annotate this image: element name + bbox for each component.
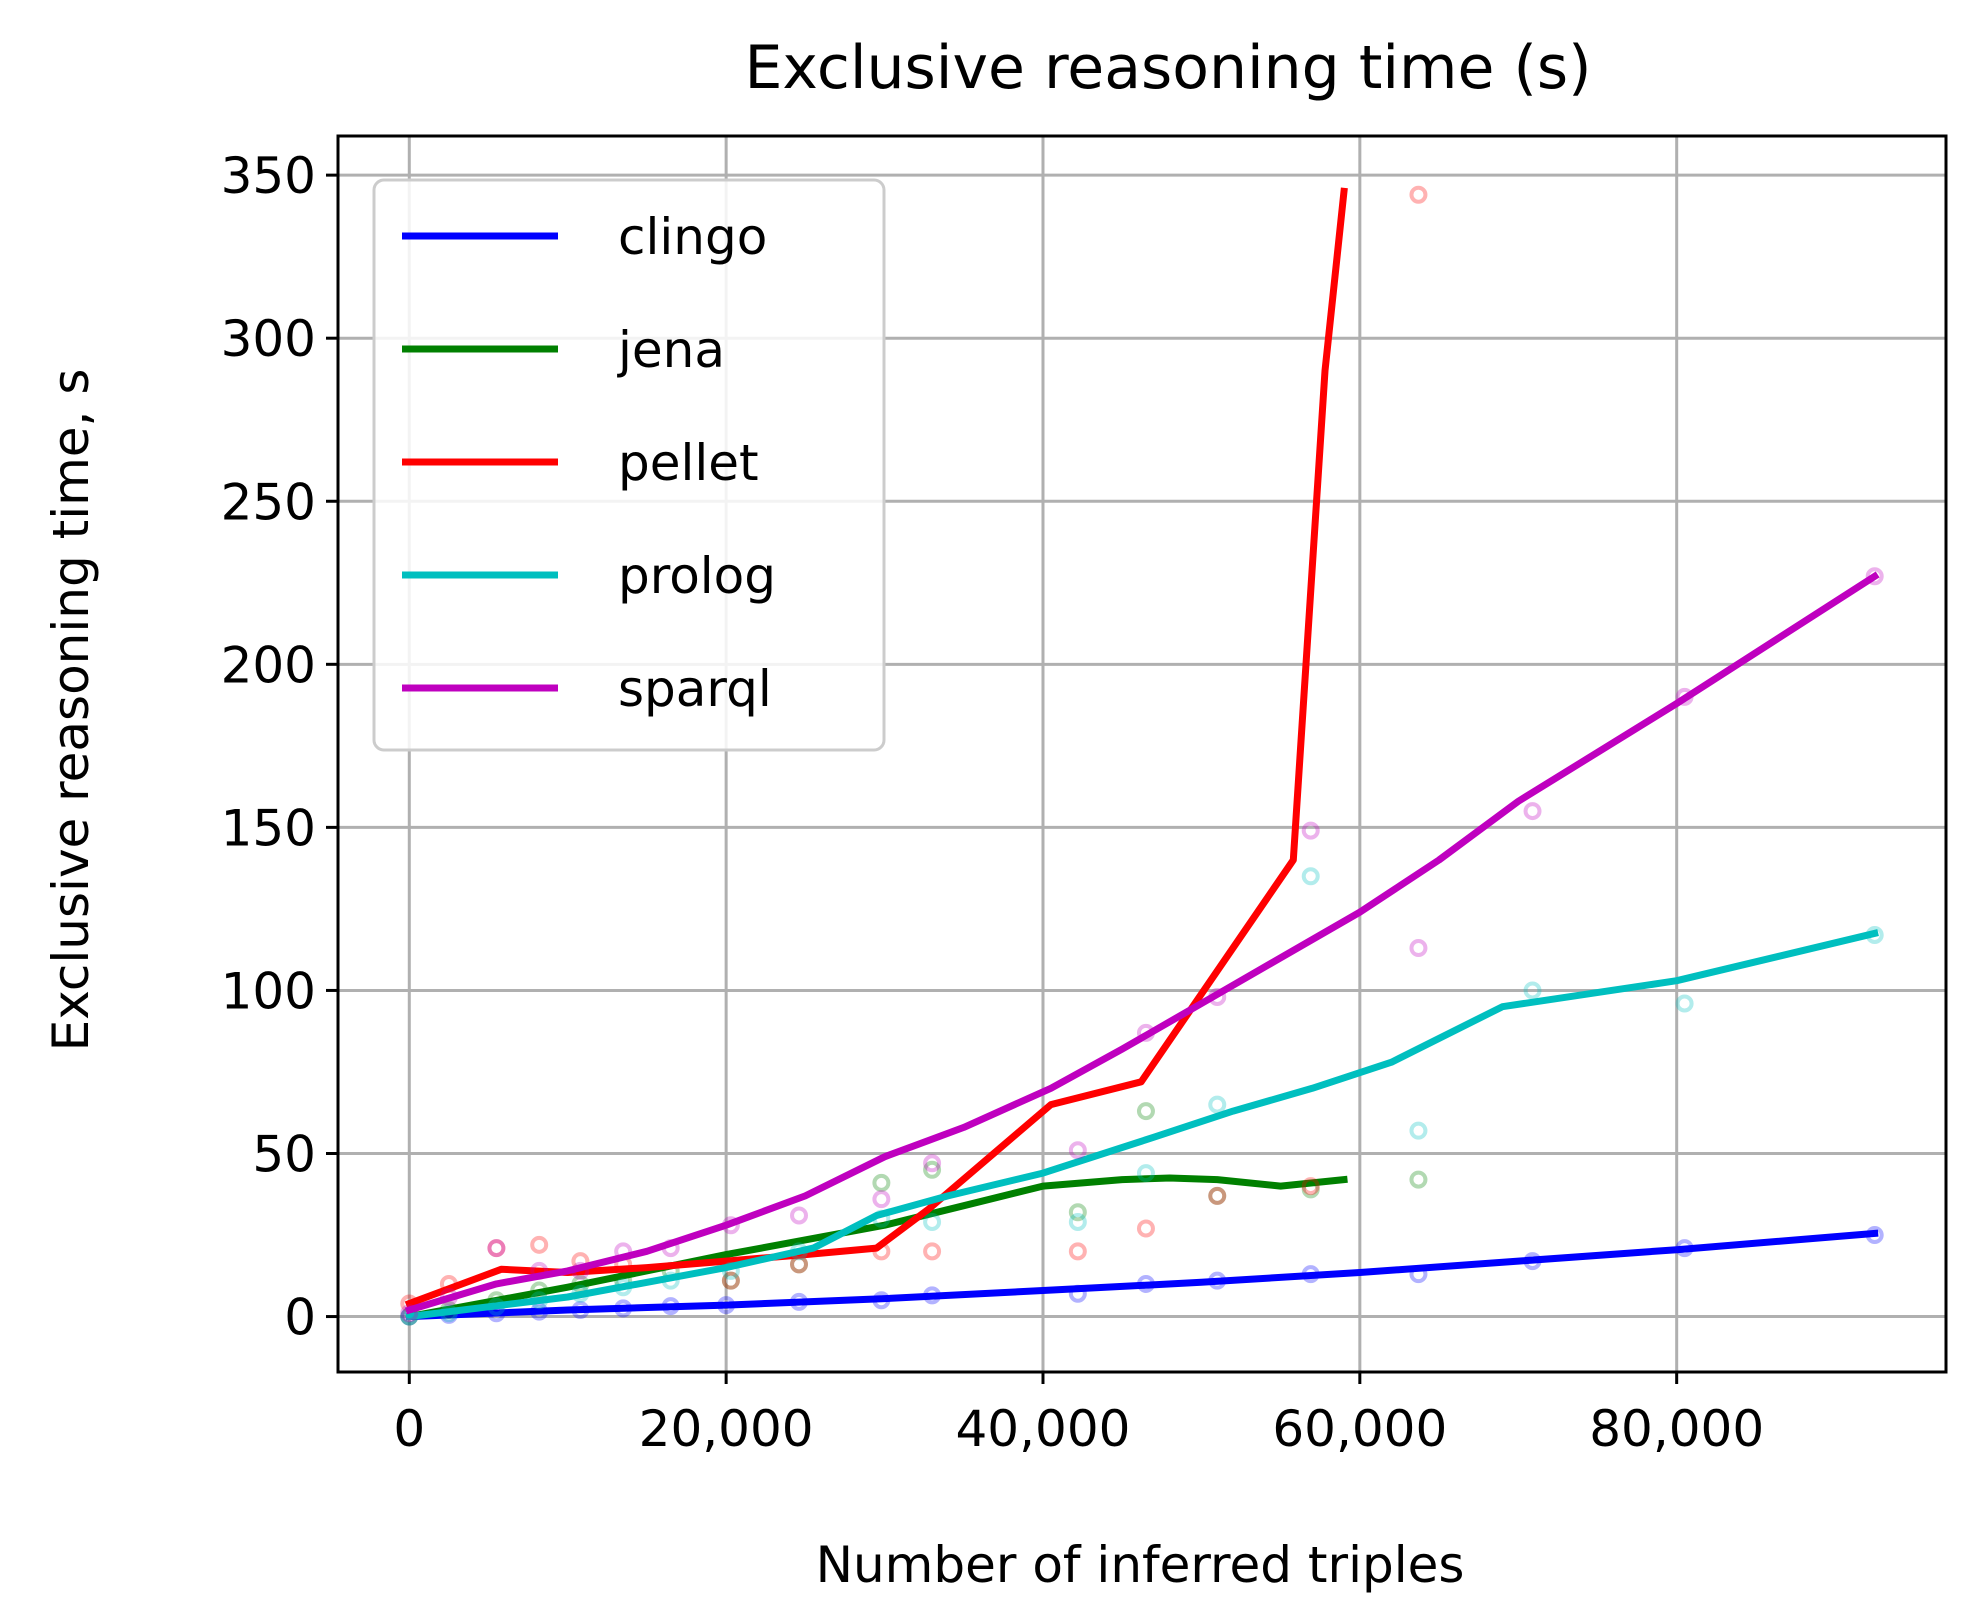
x-axis-label: Number of inferred triples [816, 1536, 1465, 1594]
data-point-jena [872, 1173, 891, 1192]
series-layer [400, 185, 1884, 1326]
data-point-prolog [1523, 981, 1542, 1000]
data-point-jena [721, 1271, 740, 1290]
x-tick-label: 60,000 [1272, 1400, 1447, 1458]
data-point-sparql [1865, 567, 1884, 586]
data-point-pellet [1409, 185, 1428, 204]
data-point-sparql [400, 1304, 419, 1323]
y-tick-label: 50 [252, 1125, 316, 1183]
y-tick-label: 0 [284, 1289, 316, 1347]
y-tick-label: 100 [221, 962, 316, 1020]
data-point-prolog [1068, 1212, 1087, 1231]
x-tick-label: 20,000 [639, 1400, 814, 1458]
y-axis: 0 50 100 150 200 250 300 350 [221, 147, 338, 1347]
data-point-pellet [487, 1239, 506, 1258]
data-point-sparql [487, 1239, 506, 1258]
x-tick-label: 80,000 [1589, 1400, 1764, 1458]
data-point-pellet [1068, 1242, 1087, 1261]
data-point-jena [1208, 1186, 1227, 1205]
y-tick-label: 200 [221, 636, 316, 694]
series-jena [400, 1102, 1428, 1326]
data-point-jena [923, 1160, 942, 1179]
legend-label-pellet: pellet [618, 434, 759, 492]
x-tick-label: 40,000 [956, 1400, 1131, 1458]
data-point-jena [1409, 1170, 1428, 1189]
data-point-pellet [1301, 1177, 1320, 1196]
data-point-pellet [721, 1271, 740, 1290]
x-axis: 0 20,000 40,000 60,000 80,000 [393, 1372, 1764, 1458]
data-point-prolog [1675, 994, 1694, 1013]
legend-label-jena: jena [617, 321, 725, 379]
data-point-sparql [1068, 1141, 1087, 1160]
plot-area-frame [336, 134, 1948, 1374]
series-line-prolog [405, 929, 1879, 1321]
data-point-sparql [1523, 802, 1542, 821]
legend-label-prolog: prolog [618, 547, 776, 605]
legend: clingo jena pellet prolog sparql [372, 178, 886, 752]
legend-label-clingo: clingo [618, 208, 767, 266]
data-point-pellet [923, 1242, 942, 1261]
legend-label-sparql: sparql [618, 660, 772, 718]
data-point-prolog [1301, 867, 1320, 886]
y-tick-label: 350 [221, 147, 316, 205]
series-sparql [400, 567, 1884, 1323]
data-point-sparql [790, 1206, 809, 1225]
data-point-pellet [1208, 1186, 1227, 1205]
y-axis-label: Exclusive reasoning time, s [42, 369, 100, 1052]
series-line-sparql [404, 571, 1880, 1315]
data-point-prolog [1409, 1121, 1428, 1140]
data-point-jena [1136, 1102, 1155, 1121]
data-point-pellet [530, 1235, 549, 1254]
data-point-prolog [923, 1212, 942, 1231]
data-point-pellet [1136, 1219, 1155, 1238]
x-tick-label: 0 [393, 1400, 425, 1458]
legend-box [372, 178, 886, 752]
data-point-sparql [923, 1154, 942, 1173]
data-point-jena [1068, 1203, 1087, 1222]
series-line-clingo [405, 1229, 1879, 1321]
y-tick-label: 150 [221, 799, 316, 857]
y-tick-label: 300 [221, 310, 316, 368]
y-tick-label: 250 [221, 473, 316, 531]
data-point-sparql [1301, 821, 1320, 840]
data-point-sparql [872, 1190, 891, 1209]
data-point-sparql [1409, 939, 1428, 958]
data-point-prolog [1136, 1164, 1155, 1183]
data-point-prolog [1208, 1095, 1227, 1114]
chart-title: Exclusive reasoning time (s) [744, 33, 1591, 103]
